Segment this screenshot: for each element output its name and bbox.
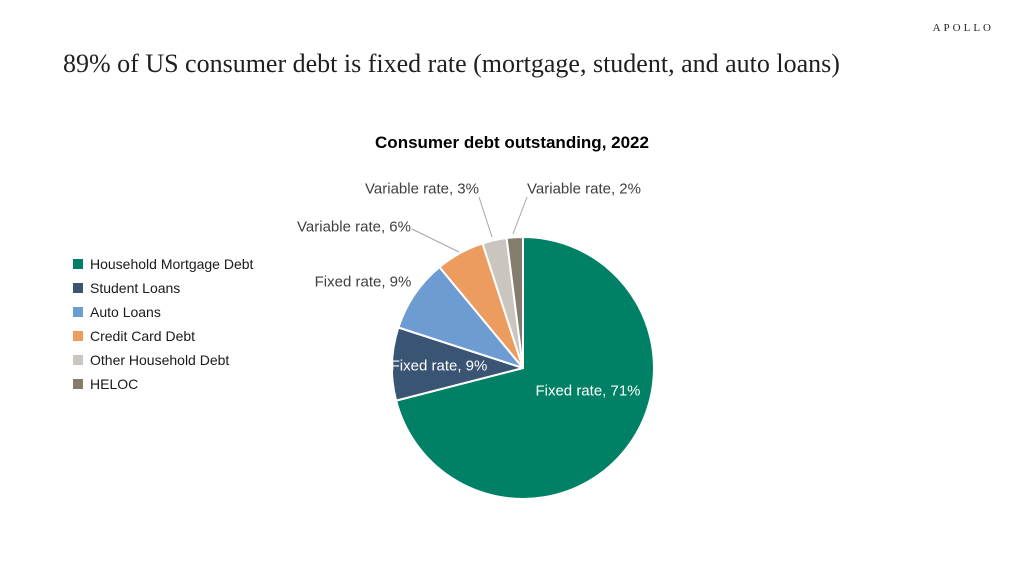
legend-item-household-mortgage-debt: Household Mortgage Debt <box>73 252 253 276</box>
legend-item-heloc: HELOC <box>73 372 253 396</box>
pie-slice-heloc <box>505 235 524 369</box>
legend-label: HELOC <box>90 376 139 392</box>
slice-label-other-household-debt: Variable rate, 3% <box>365 180 479 198</box>
pie-slice-household-mortgage-debt <box>395 236 655 500</box>
legend-swatch-icon <box>73 259 83 269</box>
legend-swatch-icon <box>73 331 83 341</box>
legend-label: Household Mortgage Debt <box>90 256 254 272</box>
legend-swatch-icon <box>73 355 83 365</box>
legend-label: Auto Loans <box>90 304 161 320</box>
leader-line <box>478 196 493 238</box>
slice-label-household-mortgage-debt: Fixed rate, 71% <box>535 382 641 400</box>
legend-label: Other Household Debt <box>90 352 230 368</box>
leader-line <box>411 228 460 253</box>
leader-line <box>512 196 528 235</box>
slice-label-heloc: Variable rate, 2% <box>527 180 641 198</box>
legend-item-other-household-debt: Other Household Debt <box>73 348 253 372</box>
chart-title: Consumer debt outstanding, 2022 <box>375 133 649 152</box>
legend-label: Credit Card Debt <box>90 328 196 344</box>
legend-swatch-icon <box>73 283 83 293</box>
apollo-logo: APOLLO <box>932 22 994 34</box>
legend-item-credit-card-debt: Credit Card Debt <box>73 324 253 348</box>
legend-swatch-icon <box>73 379 83 389</box>
legend-label: Student Loans <box>90 280 181 296</box>
legend-item-student-loans: Student Loans <box>73 276 253 300</box>
chart-legend: Household Mortgage Debt Student Loans Auto… <box>73 252 253 396</box>
slice-label-student-loans: Fixed rate, 9% <box>390 357 488 375</box>
slice-label-credit-card-debt: Variable rate, 6% <box>297 218 411 236</box>
slice-label-auto-loans: Fixed rate, 9% <box>314 273 412 291</box>
legend-item-auto-loans: Auto Loans <box>73 300 253 324</box>
legend-swatch-icon <box>73 307 83 317</box>
page-title: 89% of US consumer debt is fixed rate (m… <box>63 49 840 78</box>
